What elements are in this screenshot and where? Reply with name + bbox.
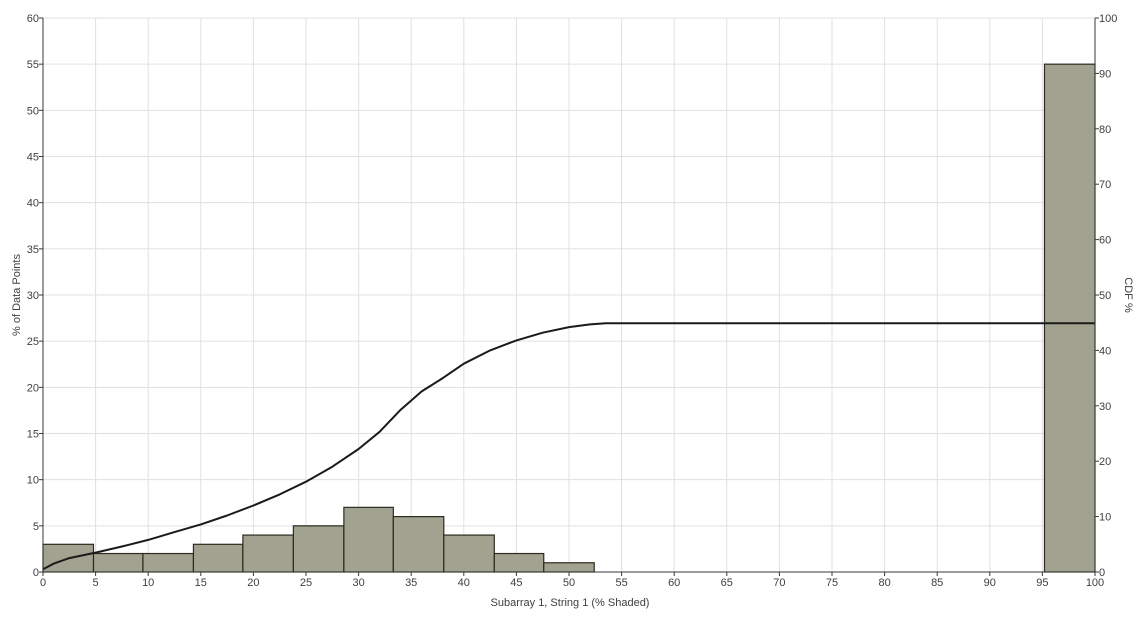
x-tick-label: 15 xyxy=(195,577,207,589)
x-tick-label: 70 xyxy=(773,577,785,589)
x-tick-label: 85 xyxy=(931,577,943,589)
y-tick-label: 10 xyxy=(27,475,39,487)
histogram-bar xyxy=(392,515,445,573)
bars-layer xyxy=(42,63,1096,573)
y-tick-label: 30 xyxy=(27,290,39,302)
x-tick-label: 75 xyxy=(826,577,838,589)
x-tick-label: 90 xyxy=(984,577,996,589)
y-tick-label: 20 xyxy=(27,382,39,394)
histogram-bar xyxy=(493,552,545,573)
x-tick-label: 10 xyxy=(142,577,154,589)
y2-tick-label: 20 xyxy=(1099,456,1111,468)
histogram-bar xyxy=(1043,63,1096,573)
x-tick-label: 35 xyxy=(405,577,417,589)
y-tick-label: 45 xyxy=(27,152,39,164)
cdf-layer xyxy=(42,322,1095,571)
y-tick-label: 40 xyxy=(27,198,39,210)
y-tick-label: 55 xyxy=(27,59,39,71)
y-tick-label: 0 xyxy=(33,567,39,579)
histogram-bar xyxy=(543,562,595,573)
x-tick-label: 40 xyxy=(458,577,470,589)
y2-tick-label: 100 xyxy=(1099,13,1117,25)
x-tick-label: 60 xyxy=(668,577,680,589)
x-tick-label: 30 xyxy=(352,577,364,589)
histogram-bar xyxy=(142,552,195,573)
histogram-bar xyxy=(443,534,495,573)
y-tick-label: 50 xyxy=(27,105,39,117)
ticks-layer: 0 5 10 15 20 25 30 35 40 45 50 55 60 65 70 75 80 85 90 95 10… xyxy=(27,13,1118,589)
histogram-bar xyxy=(343,506,394,573)
histogram-bar xyxy=(292,525,345,573)
histogram-bar xyxy=(242,534,294,573)
y2-tick-label: 30 xyxy=(1099,401,1111,413)
x-tick-label: 20 xyxy=(247,577,259,589)
y2-tick-label: 80 xyxy=(1099,124,1111,136)
x-tick-label: 25 xyxy=(300,577,312,589)
y2-tick-label: 40 xyxy=(1099,345,1111,357)
x-tick-label: 5 xyxy=(93,577,99,589)
grid-layer xyxy=(43,17,1096,572)
x-tick-label: 50 xyxy=(563,577,575,589)
y-tick-label: 25 xyxy=(27,336,39,348)
x-tick-label: 80 xyxy=(878,577,890,589)
x-tick-label: 95 xyxy=(1036,577,1048,589)
x-axis-label: Subarray 1, String 1 (% Shaded) xyxy=(491,597,650,609)
y-tick-label: 35 xyxy=(27,244,39,256)
y-tick-label: 60 xyxy=(27,13,39,25)
x-tick-label: 0 xyxy=(40,577,46,589)
y-axis-label: % of Data Points xyxy=(11,254,23,336)
y2-tick-label: 0 xyxy=(1099,567,1105,579)
y2-tick-label: 70 xyxy=(1099,179,1111,191)
y2-tick-label: 50 xyxy=(1099,290,1111,302)
cdf-line xyxy=(42,322,1095,571)
y-tick-label: 5 xyxy=(33,521,39,533)
x-tick-label: 45 xyxy=(510,577,522,589)
y2-tick-label: 60 xyxy=(1099,235,1111,247)
y-tick-label: 15 xyxy=(27,429,39,441)
x-tick-label: 55 xyxy=(615,577,627,589)
x-tick-label: 65 xyxy=(721,577,733,589)
x-tick-label: 100 xyxy=(1086,577,1104,589)
y2-tick-label: 10 xyxy=(1099,512,1111,524)
y2-tick-label: 90 xyxy=(1099,68,1111,80)
histogram-bar xyxy=(192,543,244,573)
histogram-bar xyxy=(92,552,144,573)
y2-axis-label: CDF % xyxy=(1122,277,1134,313)
